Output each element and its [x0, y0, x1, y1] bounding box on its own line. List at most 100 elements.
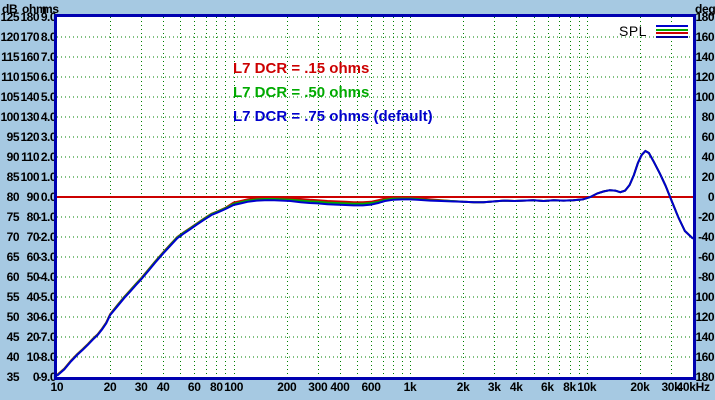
y-axis-db-label: 35	[6, 370, 20, 384]
x-axis-tick-label: 40	[156, 380, 170, 394]
x-axis-tick-label: 400	[330, 380, 350, 394]
y-axis-ms-label: -2.0	[37, 230, 56, 244]
x-axis-tick-label: 300	[308, 380, 328, 394]
y-axis-deg-label: 180	[695, 10, 714, 24]
spl-plot-area[interactable]	[57, 17, 693, 377]
y-axis-db-label: 110	[1, 70, 19, 84]
spl-icon-line-1	[656, 29, 688, 31]
x-axis-tick-label: 30	[134, 380, 148, 394]
y-axis-ms-label: 4.0	[40, 110, 57, 124]
x-axis-tick-label: 60	[187, 380, 201, 394]
y-axis-db-label: 65	[6, 250, 20, 264]
y-axis-deg-label: 160	[695, 30, 714, 44]
y-axis-ms-label: -9.0	[37, 370, 56, 384]
y-axis-ohm-label: 170	[20, 30, 39, 44]
y-axis-ms-label: -3.0	[37, 250, 56, 264]
y-axis-db-label: 55	[6, 290, 20, 304]
x-axis-tick-label: 8k	[563, 380, 576, 394]
y-axis-deg-label: -60	[698, 250, 714, 264]
y-axis-deg-label: -160	[691, 350, 715, 364]
spl-curve-0	[57, 149, 693, 376]
y-axis-ms-label: -6.0	[37, 310, 56, 324]
y-axis-deg-label: -80	[698, 270, 714, 284]
y-axis-db-label: 60	[6, 270, 20, 284]
y-axis-deg-label: -180	[691, 370, 715, 384]
x-axis-tick-label: 200	[277, 380, 297, 394]
y-axis-db-label: 120	[0, 30, 19, 44]
y-axis-ms-label: 7.0	[40, 50, 57, 64]
x-axis-tick-label: 3k	[487, 380, 501, 394]
y-axis-db-label: 95	[6, 130, 20, 144]
y-axis-ohm-label: 160	[20, 50, 39, 64]
y-axis-ms-label: 3.0	[40, 130, 57, 144]
spl-icon-line-0	[656, 25, 688, 27]
y-axis-ohm-label: 120	[20, 130, 39, 144]
y-axis-db-label: 45	[6, 330, 20, 344]
axis-header-ohm: ohm	[22, 2, 47, 16]
y-axis-ms-label: -7.0	[37, 330, 56, 344]
y-axis-deg-label: 140	[695, 50, 714, 64]
y-axis-deg-label: -40	[698, 230, 714, 244]
y-axis-ohm-label: 150	[20, 70, 39, 84]
y-axis-ohm-label: 80	[26, 210, 40, 224]
y-axis-deg-label: 60	[701, 130, 715, 144]
legend-item-1: L7 DCR = .50 ohms	[233, 84, 370, 101]
x-axis-tick-label: 20	[103, 380, 117, 394]
y-axis-ohm-label: 30	[26, 310, 40, 324]
spl-icon-line-3	[656, 36, 688, 38]
legend-item-0: L7 DCR = .15 ohms	[233, 60, 370, 77]
y-axis-ms-label: -5.0	[37, 290, 56, 304]
spl-curve-1	[57, 149, 693, 377]
y-axis-ohm-label: 10	[26, 350, 40, 364]
y-axis-deg-label: 0	[707, 190, 715, 204]
x-axis-tick-label: 100	[224, 380, 244, 394]
y-axis-ohm-label: 110	[21, 150, 39, 164]
x-axis-tick-label: 1k	[403, 380, 417, 394]
x-axis-tick-label: 600	[361, 380, 381, 394]
y-axis-db-label: 80	[6, 190, 20, 204]
spl-icon-line-2	[656, 32, 688, 34]
y-axis-ohm-label: 140	[20, 90, 39, 104]
y-axis-ohm-label: 40	[26, 290, 40, 304]
y-axis-ohm-label: 50	[26, 270, 40, 284]
y-axis-db-label: 105	[0, 90, 19, 104]
y-axis-deg-label: -120	[691, 310, 715, 324]
y-axis-ms-label: 1.0	[40, 170, 57, 184]
y-axis-ohm-label: 90	[26, 190, 40, 204]
y-axis-db-label: 125	[0, 10, 19, 24]
x-axis-tick-label: 80	[209, 380, 223, 394]
y-axis-ms-label: -1.0	[37, 210, 56, 224]
y-axis-deg-label: -140	[691, 330, 715, 344]
x-axis-tick-label: 10k	[577, 380, 597, 394]
y-axis-deg-label: -100	[691, 290, 715, 304]
y-axis-ms-label: 6.0	[40, 70, 57, 84]
y-axis-db-label: 90	[6, 150, 20, 164]
axis-header-ms: ms	[42, 2, 59, 16]
axis-header-deg: deg	[695, 2, 715, 16]
y-axis-deg-label: 120	[695, 70, 714, 84]
spl-curve-2	[57, 149, 693, 377]
y-axis-ms-label: 2.0	[40, 150, 57, 164]
y-axis-ohm-label: 100	[20, 170, 39, 184]
y-axis-ms-label: 5.0	[40, 90, 57, 104]
y-axis-deg-label: 40	[701, 150, 715, 164]
y-axis-db-label: 40	[6, 350, 20, 364]
y-axis-db-label: 115	[1, 50, 19, 64]
y-axis-ohm-label: 180	[20, 10, 39, 24]
y-axis-ohm-label: 20	[26, 330, 40, 344]
y-axis-db-label: 85	[6, 170, 20, 184]
x-axis-tick-label: 6k	[541, 380, 554, 394]
y-axis-db-label: 100	[0, 110, 19, 124]
y-axis-ms-label: 0.0	[40, 190, 57, 204]
y-axis-ms-label: 9.0	[40, 10, 57, 24]
y-axis-ms-label: 8.0	[40, 30, 57, 44]
legend-item-2: L7 DCR = .75 ohms (default)	[233, 108, 433, 125]
y-axis-deg-label: 80	[701, 110, 715, 124]
y-axis-ohm-label: 0	[32, 370, 40, 384]
y-axis-ohm-label: 60	[26, 250, 40, 264]
y-axis-deg-label: 20	[701, 170, 715, 184]
x-axis-tick-label: 40kHz	[676, 380, 711, 394]
x-axis-tick-label: 10	[50, 380, 64, 394]
axis-header-db: dB	[2, 2, 18, 16]
